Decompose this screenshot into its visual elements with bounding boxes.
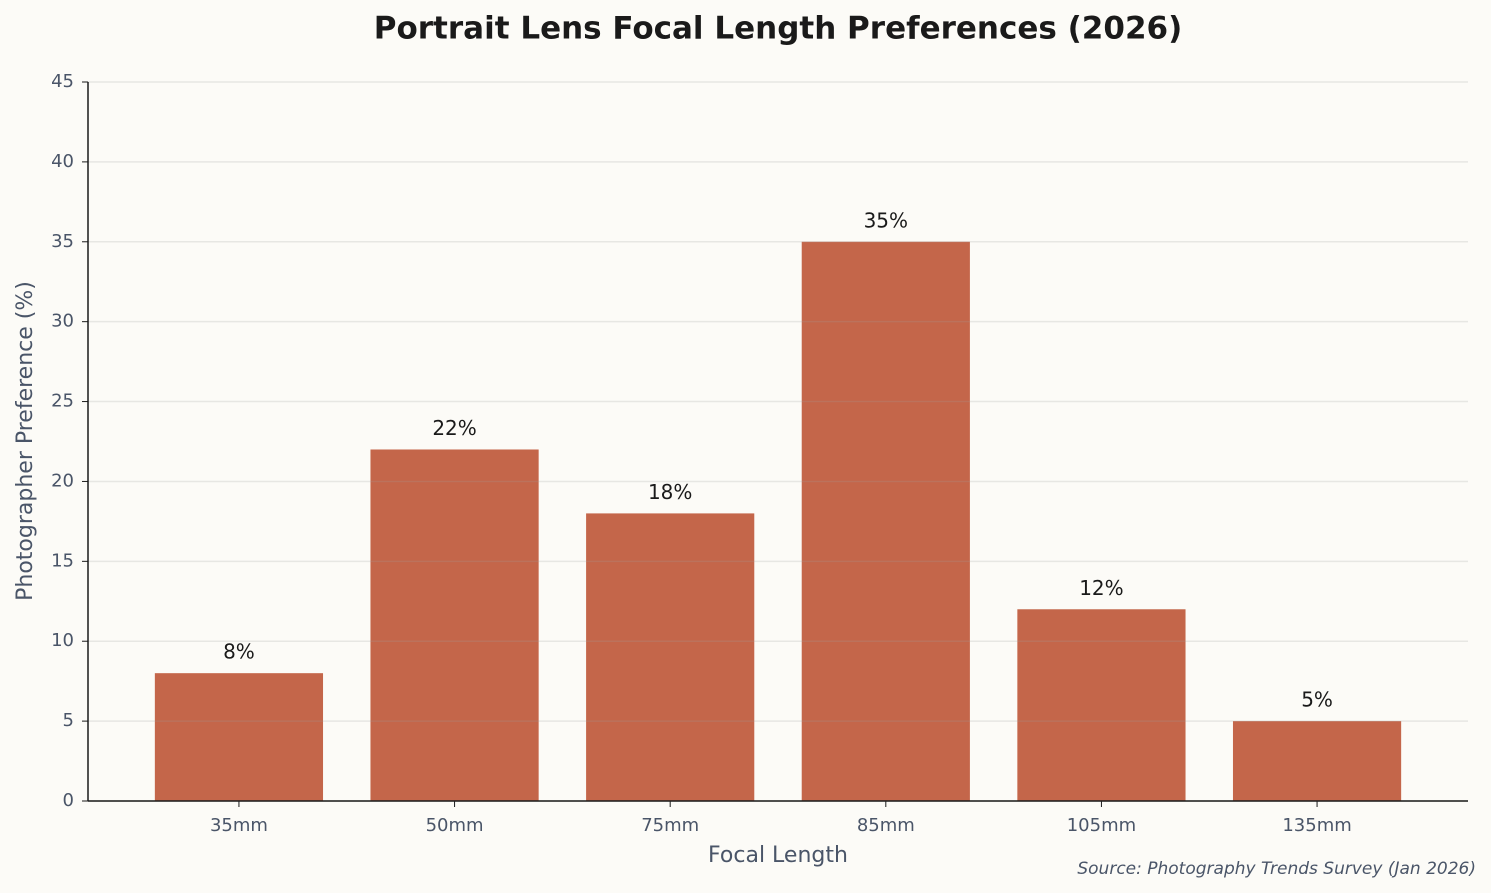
y-tick-label: 40 (51, 151, 74, 172)
source-note: Source: Photography Trends Survey (Jan 2… (1077, 859, 1476, 879)
y-tick-label: 0 (63, 790, 74, 811)
bar (370, 449, 539, 801)
y-tick-label: 25 (51, 391, 74, 412)
x-tick-label: 50mm (426, 815, 484, 836)
value-label: 5% (1301, 688, 1333, 712)
bar (1017, 609, 1186, 801)
bar (1232, 721, 1402, 801)
value-label: 12% (1079, 576, 1123, 600)
x-tick-label: 85mm (857, 815, 915, 836)
bar (154, 673, 324, 801)
x-tick-label: 75mm (641, 815, 699, 836)
y-tick-label: 30 (51, 311, 74, 332)
x-tick-label: 35mm (210, 815, 268, 836)
y-tick-label: 10 (51, 630, 74, 651)
y-tick-label: 5 (63, 710, 74, 731)
bar (586, 513, 755, 801)
y-axis-label: Photographer Preference (%) (13, 281, 38, 601)
y-tick-label: 45 (51, 71, 74, 92)
y-tick-label: 15 (51, 550, 74, 571)
value-label: 8% (223, 640, 255, 664)
x-axis-label: Focal Length (708, 843, 848, 868)
x-tick-label: 105mm (1067, 815, 1136, 836)
y-tick-label: 35 (51, 231, 74, 252)
value-label: 18% (648, 480, 692, 504)
value-label: 35% (864, 208, 908, 232)
y-tick-label: 20 (51, 470, 74, 491)
bar (801, 241, 970, 801)
value-label: 22% (432, 416, 476, 440)
x-tick-label: 135mm (1282, 815, 1351, 836)
chart-title: Portrait Lens Focal Length Preferences (… (374, 11, 1183, 47)
